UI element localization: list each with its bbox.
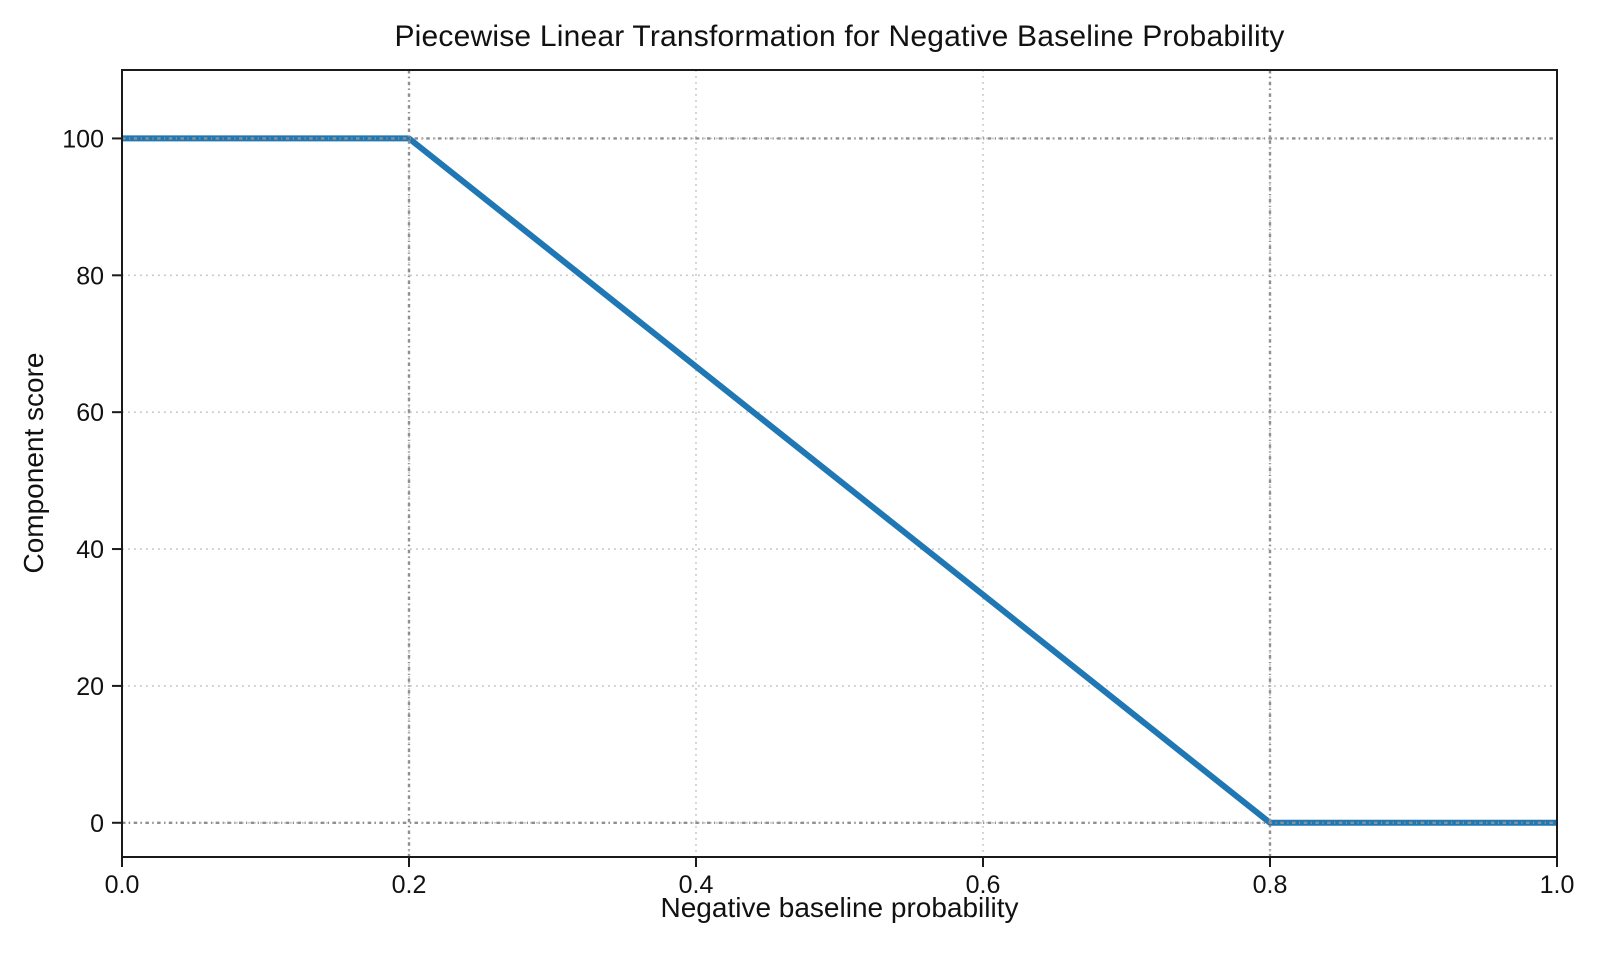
- x-tick-label: 1.0: [1540, 871, 1575, 899]
- y-tick-label: 0: [90, 810, 104, 838]
- y-tick-label: 40: [76, 536, 104, 564]
- axes-frame: [121, 69, 1558, 858]
- y-axis-label: Component score: [18, 352, 49, 574]
- x-axis-label: Negative baseline probability: [660, 892, 1019, 923]
- x-tick-label: 0.6: [966, 871, 1001, 899]
- y-tick-label: 60: [76, 399, 104, 427]
- y-tick-label: 20: [76, 673, 104, 701]
- x-tick-label: 0.2: [392, 871, 427, 899]
- x-tick-label: 0.4: [679, 871, 714, 899]
- chart-title: Piecewise Linear Transformation for Nega…: [394, 20, 1285, 53]
- x-tick-label: 0.8: [1253, 871, 1288, 899]
- x-tick-label: 0.0: [105, 871, 140, 899]
- y-tick-label: 100: [62, 125, 104, 153]
- series-line: [122, 135, 1557, 826]
- y-tick-label: 80: [76, 262, 104, 290]
